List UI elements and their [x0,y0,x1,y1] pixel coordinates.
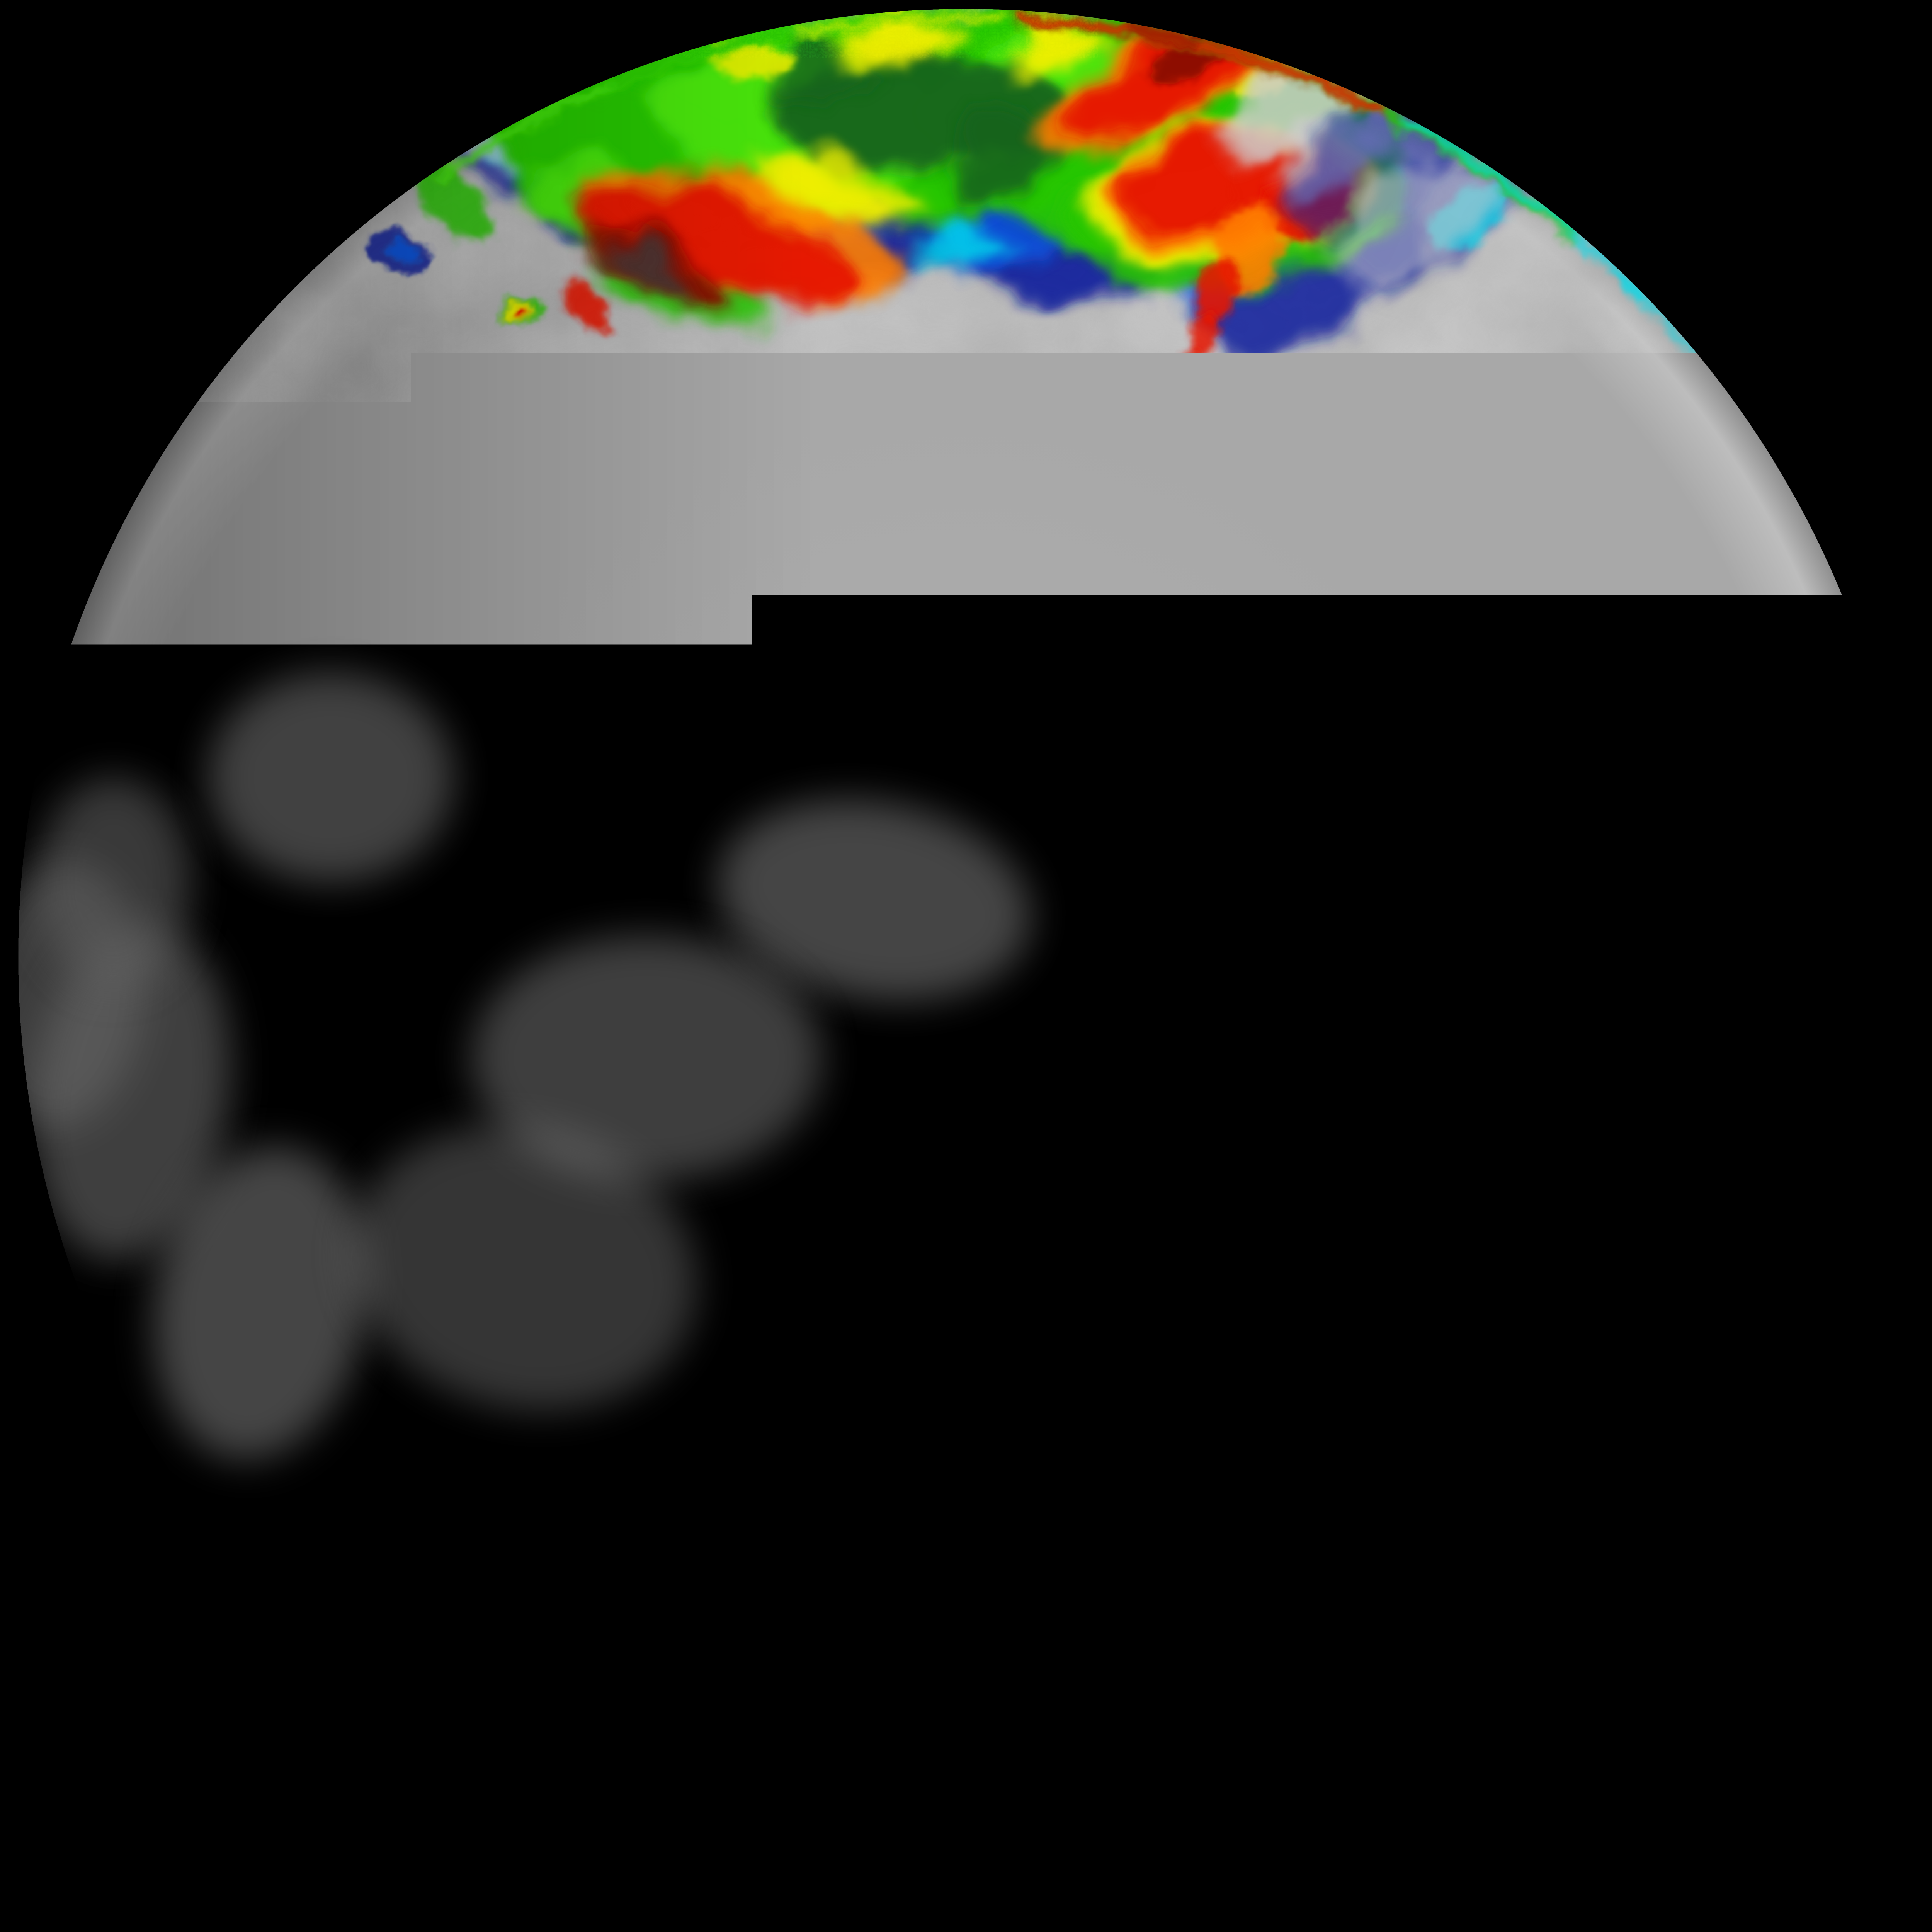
disk-content [15,6,1917,1907]
limb-shading [18,9,1913,1904]
satellite-disk-svg [15,6,1917,1907]
earth-globe [15,6,1917,1907]
satellite-fulldisk-image [15,6,1917,1926]
